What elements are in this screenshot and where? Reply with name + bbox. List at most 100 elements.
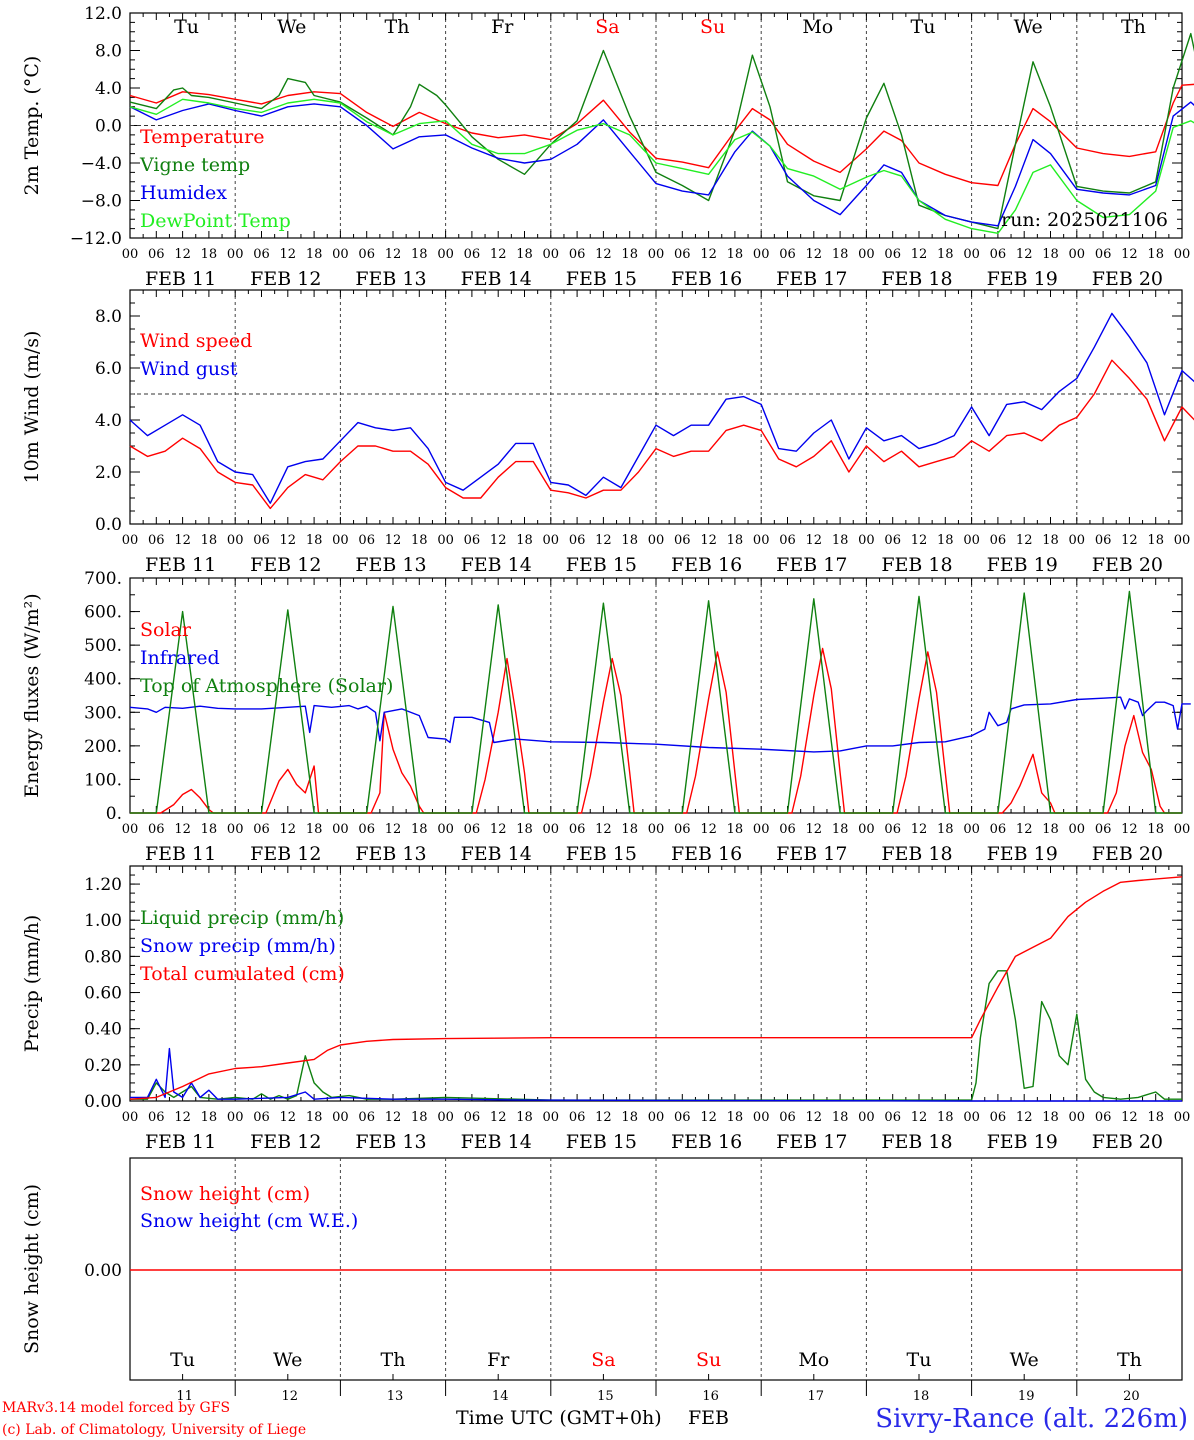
hour-tick-label: 06: [1095, 533, 1112, 548]
y-tick-label: 400.: [84, 670, 122, 690]
hour-tick-label: 06: [358, 1110, 375, 1125]
date-label: FEB 17: [776, 554, 847, 576]
y-axis-label: Energy fluxes (W/m²): [21, 593, 43, 797]
hour-tick-label: 00: [648, 533, 665, 548]
hour-tick-label: 12: [1016, 1110, 1033, 1125]
hour-tick-label: 06: [779, 822, 796, 837]
hour-tick-label: 12: [1016, 822, 1033, 837]
hour-tick-label: 00: [332, 822, 349, 837]
hour-tick-label: 06: [148, 247, 165, 262]
date-label: FEB 16: [671, 843, 742, 865]
day-number-label: 19: [1018, 1389, 1035, 1404]
hour-tick-label: 12: [174, 822, 191, 837]
legend-entry: Total cumulated (cm): [140, 963, 345, 985]
weekday-label: Tu: [174, 16, 199, 38]
hour-tick-label: 00: [543, 1110, 560, 1125]
hour-tick-label: 06: [884, 1110, 901, 1125]
y-tick-label: 600.: [84, 603, 122, 623]
hour-tick-label: 12: [490, 533, 507, 548]
hour-tick-label: 06: [464, 1110, 481, 1125]
weekday-label: Tu: [911, 16, 936, 38]
series-line-infrared: [129, 696, 1191, 753]
hour-tick-label: 06: [990, 1110, 1007, 1125]
hour-tick-label: 00: [227, 1110, 244, 1125]
y-tick-label: 2.0: [95, 463, 122, 483]
series-line-vigne-temp: [129, 32, 1194, 230]
legend-entry: Infrared: [140, 647, 220, 669]
weekday-label: Mo: [798, 1349, 829, 1371]
hour-tick-label: 12: [595, 533, 612, 548]
hour-tick-label: 06: [674, 247, 691, 262]
hour-tick-label: 00: [1174, 822, 1191, 837]
date-label: FEB 19: [987, 554, 1058, 576]
series-line-temperature: [129, 83, 1194, 187]
date-label: FEB 15: [566, 554, 637, 576]
hour-tick-label: 00: [753, 822, 770, 837]
y-tick-label: 0.00: [84, 1261, 122, 1281]
hour-tick-label: 12: [280, 533, 297, 548]
date-label: FEB 15: [566, 843, 637, 865]
legend-entry: Solar: [140, 619, 192, 641]
date-label: FEB 18: [881, 1131, 952, 1153]
hour-tick-label: 00: [122, 822, 139, 837]
date-label: FEB 12: [250, 554, 321, 576]
y-tick-label: 6.0: [95, 359, 122, 379]
hour-tick-label: 12: [1121, 822, 1138, 837]
hour-tick-label: 06: [884, 822, 901, 837]
day-number-label: 13: [387, 1389, 404, 1404]
hour-tick-label: 06: [779, 1110, 796, 1125]
hour-tick-label: 18: [411, 1110, 428, 1125]
hour-tick-label: 00: [227, 822, 244, 837]
weekday-label: Tu: [907, 1349, 932, 1371]
legend-entry: Snow height (cm W.E.): [140, 1210, 358, 1232]
day-number-label: 12: [282, 1389, 299, 1404]
hour-tick-label: 00: [227, 247, 244, 262]
hour-tick-label: 06: [253, 247, 270, 262]
hour-tick-label: 06: [1095, 822, 1112, 837]
y-tick-label: 4.0: [95, 79, 122, 99]
hour-tick-label: 00: [543, 533, 560, 548]
y-tick-label: 0.00: [84, 1092, 122, 1112]
hour-tick-label: 00: [963, 247, 980, 262]
y-tick-label: 300.: [84, 703, 122, 723]
y-tick-label: 500.: [84, 636, 122, 656]
hour-tick-label: 12: [490, 822, 507, 837]
hour-tick-label: 12: [806, 247, 823, 262]
hour-tick-label: 12: [174, 247, 191, 262]
hour-tick-label: 00: [437, 533, 454, 548]
hour-tick-label: 00: [1069, 533, 1086, 548]
date-label: FEB 19: [987, 268, 1058, 290]
series-line-wind-speed: [129, 359, 1194, 510]
time-axis-label: Time UTC (GMT+0h): [456, 1407, 662, 1429]
hour-tick-label: 12: [911, 822, 928, 837]
date-label: FEB 20: [1092, 554, 1163, 576]
hour-tick-label: 06: [1095, 1110, 1112, 1125]
hour-tick-label: 18: [1042, 247, 1059, 262]
weekday-label: We: [1014, 16, 1043, 38]
hour-tick-label: 18: [1147, 533, 1164, 548]
hour-tick-label: 12: [806, 1110, 823, 1125]
hour-tick-label: 18: [516, 533, 533, 548]
date-label: FEB 18: [881, 843, 952, 865]
hour-tick-label: 12: [385, 247, 402, 262]
hour-tick-label: 00: [858, 1110, 875, 1125]
y-axis-label: Snow height (cm): [21, 1184, 43, 1354]
date-label: FEB 19: [987, 1131, 1058, 1153]
hour-tick-label: 18: [832, 1110, 849, 1125]
hour-tick-label: 12: [595, 247, 612, 262]
hour-tick-label: 18: [411, 822, 428, 837]
hour-tick-label: 00: [753, 247, 770, 262]
legend-entry: Humidex: [140, 182, 227, 204]
hour-tick-label: 18: [1042, 533, 1059, 548]
hour-tick-label: 00: [858, 822, 875, 837]
hour-tick-label: 00: [332, 247, 349, 262]
hour-tick-label: 12: [700, 1110, 717, 1125]
hour-tick-label: 06: [464, 533, 481, 548]
hour-tick-label: 18: [411, 247, 428, 262]
day-number-label: 14: [492, 1389, 509, 1404]
legend-entry: Snow height (cm): [140, 1183, 310, 1205]
weekday-label: Su: [700, 16, 725, 38]
hour-tick-label: 06: [253, 1110, 270, 1125]
station-title: Sivry-Rance (alt. 226m): [875, 1404, 1188, 1434]
series-line-humidex: [129, 101, 1194, 227]
